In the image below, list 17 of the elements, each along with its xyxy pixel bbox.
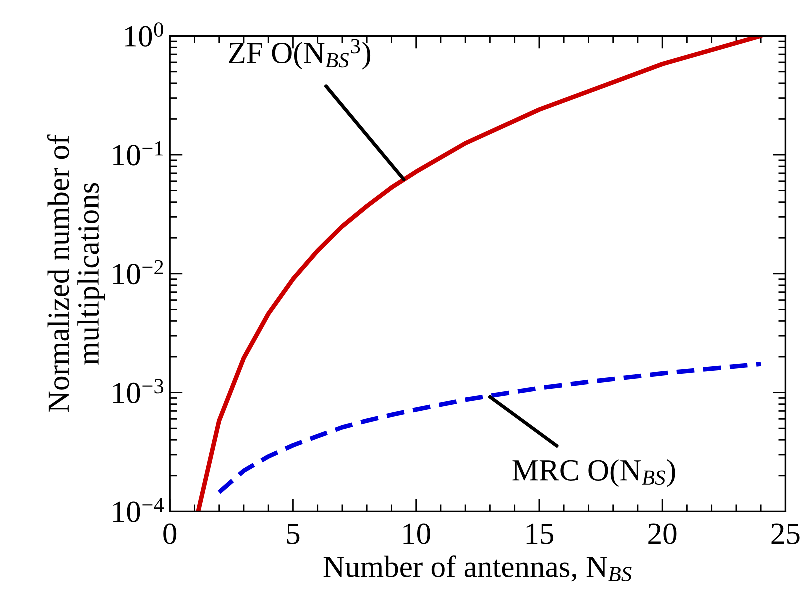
x-tick-label: 20	[648, 524, 677, 544]
x-tick-label: 0	[164, 524, 177, 544]
x-tick-label: 15	[526, 524, 554, 544]
y-tick-label: 10$^{−2}$	[114, 260, 164, 285]
x-axis-title: Number of antennas, N$_{BS}$	[324, 556, 632, 582]
x-tick-label: 5	[287, 524, 300, 544]
y-tick-label: 10$^{0}$	[125, 22, 164, 47]
y-tick-label: 10$^{−4}$	[114, 498, 164, 522]
annotation: MRC O(N$_{BS}$)	[512, 459, 676, 488]
y-tick-label: 10$^{−1}$	[114, 141, 164, 166]
y-tick-label: 10$^{−3}$	[114, 379, 164, 404]
line-series	[196, 36, 764, 512]
x-tick-label: 25	[772, 524, 800, 544]
line-series	[217, 362, 764, 495]
y-axis-title: Normalized number of multiplications	[47, 134, 106, 412]
annotation: ZF O(N$_{BS}$$^{3}$)	[229, 39, 371, 70]
x-tick-label: 10	[404, 524, 430, 544]
